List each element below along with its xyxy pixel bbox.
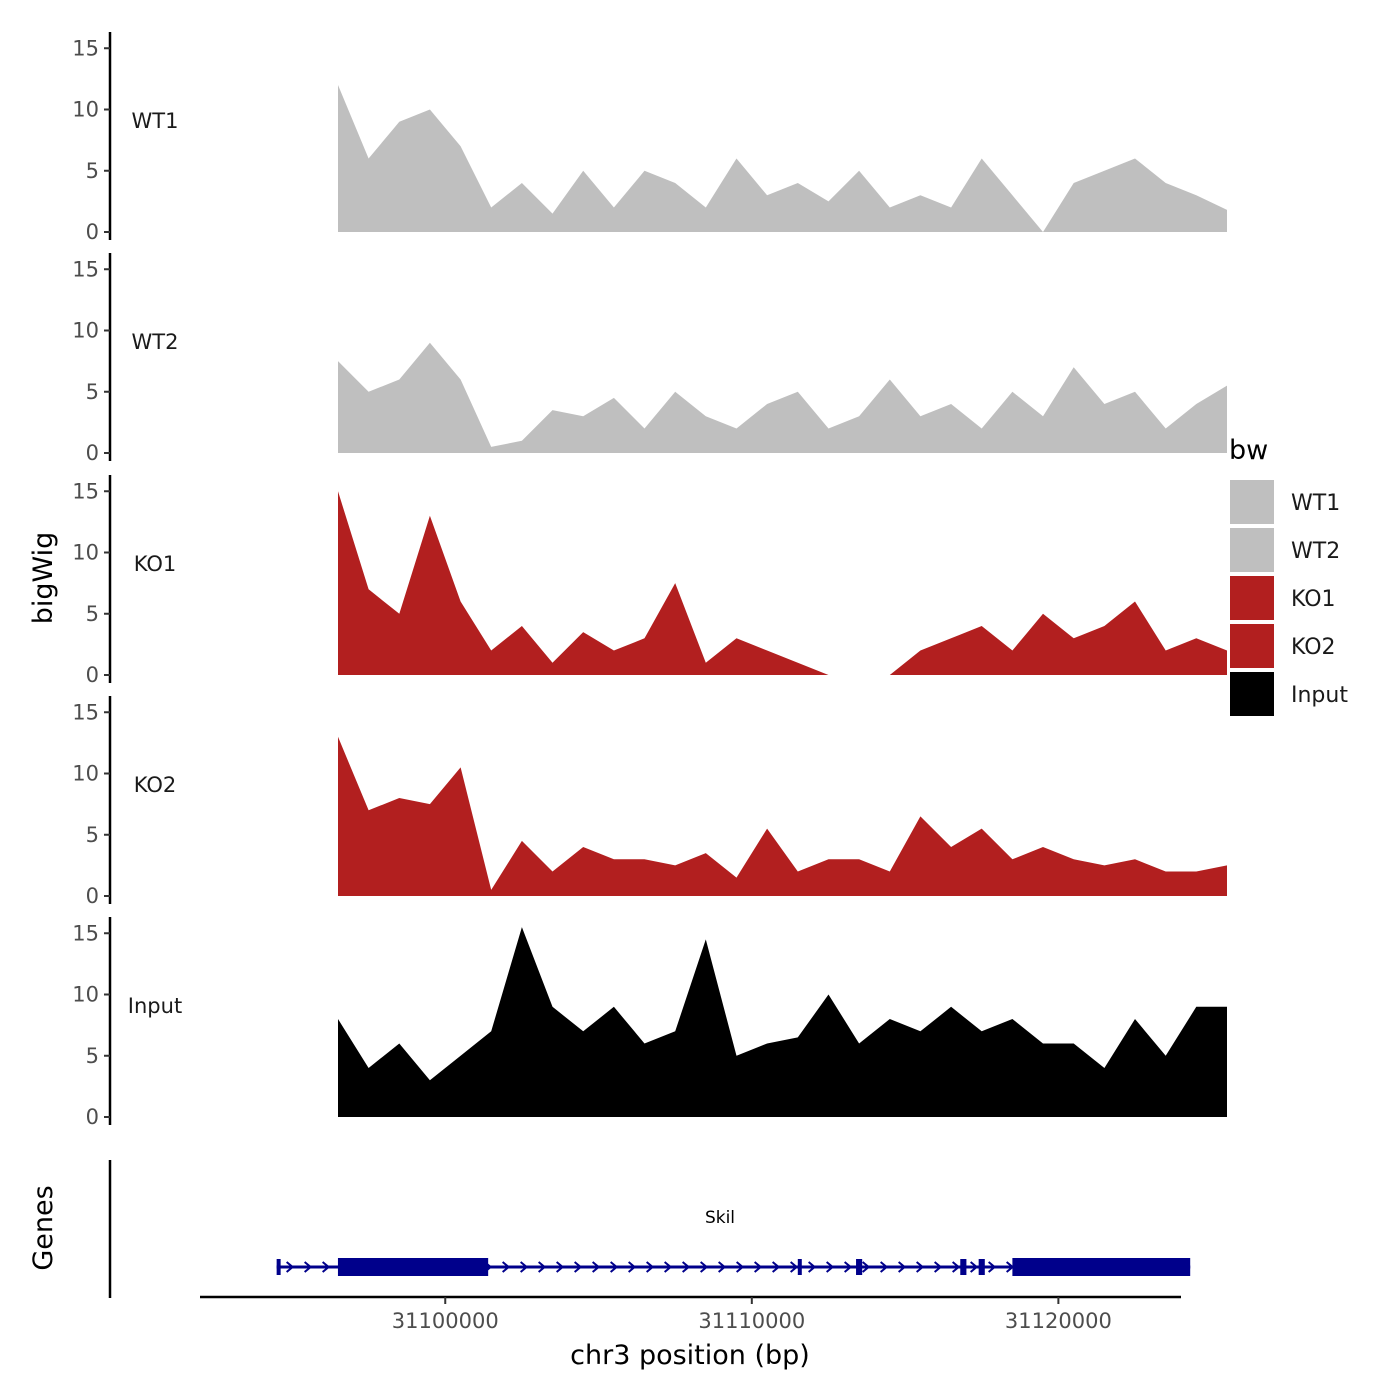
x-axis: 31100000 31110000 31120000 xyxy=(200,1295,1181,1333)
y-tick-label: 10 xyxy=(72,541,99,565)
gene-exon xyxy=(960,1259,967,1275)
strand-arrow xyxy=(700,1261,709,1273)
coverage-area-ko2 xyxy=(338,736,1227,896)
y-tick-label: 0 xyxy=(86,663,99,687)
track-wt2: 0 5 10 15 WT2 xyxy=(72,253,1227,465)
x-tick-label: 31110000 xyxy=(698,1309,805,1333)
strand-arrow xyxy=(754,1261,763,1273)
strand-arrow xyxy=(988,1261,997,1273)
legend: bw WT1 WT2 KO1 KO2 Input xyxy=(1229,435,1348,716)
y-tick-label: 0 xyxy=(86,441,99,465)
y-tick-label: 15 xyxy=(72,36,99,60)
strand-arrow xyxy=(646,1261,655,1273)
strand-arrow xyxy=(952,1261,961,1273)
gene-exon xyxy=(978,1259,985,1275)
legend-label-ko2: KO2 xyxy=(1291,635,1336,660)
track-label-wt2: WT2 xyxy=(132,330,179,354)
legend-label-ko1: KO1 xyxy=(1291,587,1336,612)
strand-arrow xyxy=(826,1261,835,1273)
track-label-input: Input xyxy=(128,994,182,1018)
strand-arrow xyxy=(628,1261,637,1273)
strand-arrow xyxy=(808,1261,817,1273)
coverage-area-wt2 xyxy=(338,342,1227,453)
legend-swatch-input xyxy=(1230,672,1274,716)
track-input: 0 5 10 15 Input xyxy=(72,917,1227,1129)
tracks-layer: 0 5 10 15 WT1 0 5 10 15 WT2 0 5 10 15 KO1 0 5 10 15 KO2 0 5 10… xyxy=(72,32,1227,1129)
strand-arrow xyxy=(502,1261,511,1273)
y-tick-label: 0 xyxy=(86,220,99,244)
legend-label-input: Input xyxy=(1291,683,1348,708)
legend-swatch-wt2 xyxy=(1230,528,1274,572)
legend-title: bw xyxy=(1229,435,1268,466)
track-label-ko1: KO1 xyxy=(134,552,177,576)
legend-swatch-ko1 xyxy=(1230,576,1274,620)
gene-exon xyxy=(276,1259,281,1275)
x-tick-label: 31120000 xyxy=(1005,1309,1112,1333)
y-tick-label: 15 xyxy=(72,257,99,281)
y-tick-label: 15 xyxy=(72,700,99,724)
strand-arrow xyxy=(538,1261,547,1273)
y-axis-title: bigWig xyxy=(28,532,59,625)
y-tick-label: 5 xyxy=(86,823,99,847)
track-ko2: 0 5 10 15 KO2 xyxy=(72,696,1227,908)
strand-arrow xyxy=(916,1261,925,1273)
strand-arrow xyxy=(880,1261,889,1273)
y-tick-label: 0 xyxy=(86,1105,99,1129)
gene-label: Skil xyxy=(705,1208,735,1228)
y-tick-label: 10 xyxy=(72,762,99,786)
strand-arrow xyxy=(718,1261,727,1273)
y-tick-label: 10 xyxy=(72,98,99,122)
strand-arrow xyxy=(664,1261,673,1273)
gene-exon xyxy=(1012,1258,1191,1276)
track-wt1: 0 5 10 15 WT1 xyxy=(72,32,1227,244)
strand-arrow xyxy=(790,1261,799,1273)
strand-arrow xyxy=(286,1261,295,1273)
x-tick-label: 31100000 xyxy=(392,1309,499,1333)
strand-arrow xyxy=(592,1261,601,1273)
y-tick-label: 5 xyxy=(86,1044,99,1068)
y-tick-label: 0 xyxy=(86,884,99,908)
y-tick-label: 5 xyxy=(86,159,99,183)
strand-arrow xyxy=(934,1261,943,1273)
strand-arrow xyxy=(844,1261,853,1273)
strand-arrow xyxy=(736,1261,745,1273)
x-axis-title: chr3 position (bp) xyxy=(570,1340,810,1371)
strand-arrow xyxy=(610,1261,619,1273)
y-tick-label: 15 xyxy=(72,921,99,945)
strand-arrow xyxy=(862,1261,871,1273)
strand-arrow xyxy=(682,1261,691,1273)
gene-exon xyxy=(797,1259,802,1275)
y-tick-label: 10 xyxy=(72,319,99,343)
coverage-area-ko1 xyxy=(338,491,1227,675)
y-tick-label: 5 xyxy=(86,380,99,404)
genes-track xyxy=(108,1160,1191,1298)
genes-track-title: Genes xyxy=(28,1185,59,1270)
coverage-area-input xyxy=(338,927,1227,1117)
gene-exon xyxy=(337,1258,489,1276)
strand-arrow xyxy=(574,1261,583,1273)
y-tick-label: 10 xyxy=(72,983,99,1007)
y-tick-label: 5 xyxy=(86,602,99,626)
strand-arrow xyxy=(304,1261,313,1273)
track-ko1: 0 5 10 15 KO1 xyxy=(72,475,1227,687)
coverage-area-wt1 xyxy=(338,85,1227,232)
y-tick-label: 15 xyxy=(72,479,99,503)
strand-arrow xyxy=(520,1261,529,1273)
strand-arrow xyxy=(556,1261,565,1273)
strand-arrow xyxy=(322,1261,331,1273)
strand-arrow xyxy=(772,1261,781,1273)
strand-arrow xyxy=(898,1261,907,1273)
legend-label-wt1: WT1 xyxy=(1291,491,1340,516)
track-label-wt1: WT1 xyxy=(132,109,179,133)
track-label-ko2: KO2 xyxy=(134,773,177,797)
strand-arrow xyxy=(970,1261,979,1273)
legend-swatch-wt1 xyxy=(1230,480,1274,524)
gene-exon xyxy=(856,1259,863,1275)
legend-label-wt2: WT2 xyxy=(1291,539,1340,564)
legend-swatch-ko2 xyxy=(1230,624,1274,668)
